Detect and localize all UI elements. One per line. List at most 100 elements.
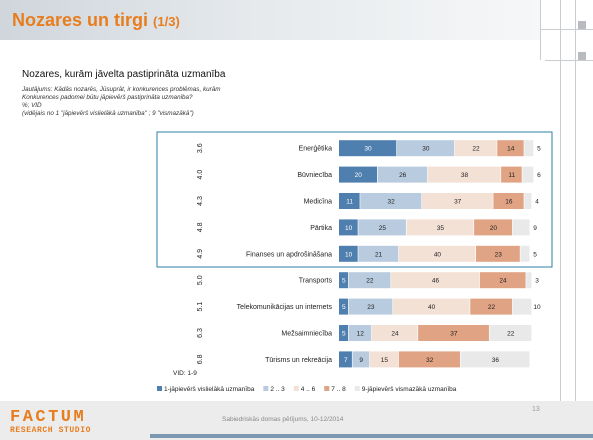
data-label: 14 [507, 146, 515, 153]
category-label: Būvniecība [297, 172, 332, 179]
legend-swatch [263, 386, 269, 391]
category-label: Enerģētika [299, 145, 333, 153]
bar-segment [398, 351, 460, 368]
data-label: 5 [342, 331, 346, 338]
legend-swatch [354, 386, 360, 391]
data-label: 12 [357, 331, 365, 338]
data-label: 6 [537, 172, 541, 179]
bar-segment [339, 140, 397, 157]
deco-line [540, 0, 541, 60]
data-label: 16 [505, 199, 513, 206]
factum-logo: FACTUM RESEARCH STUDIO [10, 408, 90, 435]
slide-title-paging: (1/3) [153, 14, 180, 29]
deco-square [578, 21, 586, 29]
vid-value: 6.3 [197, 328, 204, 338]
legend-label: 2 .. 3 [270, 386, 285, 393]
data-label: 5 [342, 304, 346, 311]
bar-segment [418, 325, 489, 341]
bar-segment [369, 351, 399, 368]
bar-segment [406, 219, 474, 236]
vid-value: 4.0 [197, 170, 204, 180]
vid-value: 4.3 [197, 196, 204, 206]
data-label: 20 [355, 172, 363, 179]
bar-segment [339, 325, 349, 341]
bar-segment [526, 272, 532, 289]
data-label: 30 [364, 146, 372, 153]
bar-segment [358, 219, 406, 236]
data-label: 40 [434, 251, 442, 258]
bar-segment [348, 325, 372, 341]
vid-value: 4.9 [197, 249, 204, 259]
footer-band [0, 401, 593, 440]
bar-segment [391, 272, 480, 289]
bar-segment [339, 272, 349, 289]
footer-accent-bar [150, 434, 593, 438]
vid-footnote: VID: 1-9 [173, 370, 197, 377]
legend-swatch [157, 386, 162, 391]
data-label: 46 [432, 278, 440, 285]
category-label: Pārtika [310, 225, 332, 232]
vid-value: 5.0 [197, 275, 204, 285]
category-label: Tūrisms un rekreācija [265, 357, 332, 364]
data-label: 35 [437, 225, 445, 232]
data-label: 36 [492, 357, 500, 364]
data-label: 22 [507, 331, 515, 338]
bar-segment [358, 245, 399, 262]
highlight-box [156, 131, 553, 268]
bar-segment [377, 166, 428, 183]
data-label: 23 [495, 251, 503, 258]
data-label: 5 [537, 146, 541, 153]
bar-segment [360, 193, 422, 209]
data-label: 26 [399, 172, 407, 179]
data-label: 10 [533, 304, 541, 311]
bar-segment [348, 272, 391, 289]
data-label: 37 [454, 199, 462, 206]
footer-text: Sabiedriskās domas pētījums, 10-12/2014 [222, 416, 344, 423]
bar-segment [352, 351, 370, 368]
data-label: 3 [535, 278, 539, 285]
data-label: 24 [499, 278, 507, 285]
bar-segment [371, 325, 418, 341]
data-label: 25 [379, 225, 387, 232]
bar-segment [460, 351, 530, 368]
question-text: Jautājums: Kādās nozarēs, Jūsuprāt, ir k… [22, 86, 221, 117]
data-label: 22 [472, 146, 480, 153]
bar-segment [339, 298, 349, 315]
title-band [0, 0, 540, 40]
bar-segment [520, 245, 530, 262]
data-label: 11 [346, 199, 353, 206]
legend-label: 4 .. 6 [301, 386, 316, 393]
data-label: 23 [367, 304, 375, 311]
bar-segment [339, 166, 377, 183]
bar-segment [396, 140, 455, 157]
category-label: Medicīna [304, 199, 333, 206]
bar-segment [339, 219, 358, 236]
legend-swatch [293, 386, 299, 391]
bar-segment [474, 219, 513, 236]
deco-line [560, 0, 561, 440]
deco-line [545, 60, 593, 61]
vid-value: 3.6 [197, 143, 204, 153]
bar-segment [493, 193, 524, 209]
data-label: 40 [428, 304, 436, 311]
data-label: 22 [366, 278, 374, 285]
bar-segment [497, 140, 524, 157]
logo-top-text: FACTUM [10, 408, 86, 427]
bar-segment [398, 245, 476, 262]
bar-segment [348, 298, 393, 315]
data-label: 37 [450, 331, 458, 338]
deco-square [578, 52, 586, 60]
legend-swatch [324, 386, 330, 391]
data-label: 7 [344, 357, 348, 364]
bar-segment [393, 298, 470, 315]
deco-line [575, 0, 576, 440]
data-label: 21 [375, 251, 383, 258]
slide-title-text: Nozares un tirgi [12, 10, 149, 30]
bar-segment [512, 219, 530, 236]
data-label: 9 [533, 225, 537, 232]
data-label: 11 [508, 172, 515, 179]
bar-segment [501, 166, 522, 183]
bar-segment [522, 166, 534, 183]
vid-value: 5.1 [197, 302, 204, 312]
